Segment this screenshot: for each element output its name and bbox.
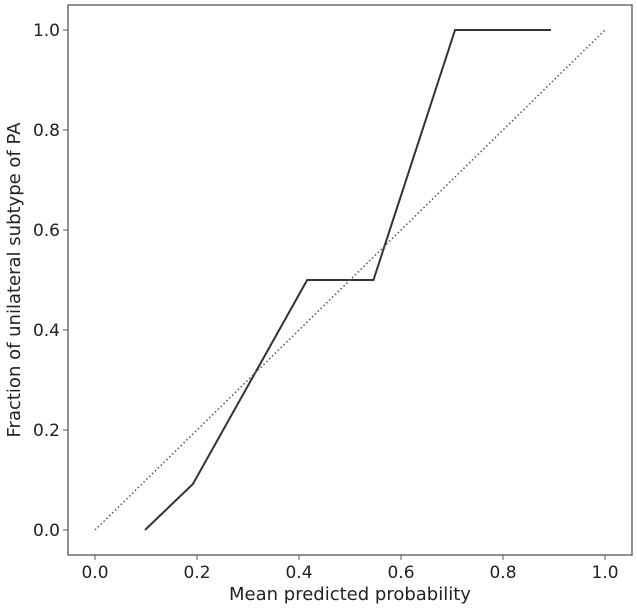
plot-frame (67, 4, 633, 556)
x-tick-label: 0.6 (387, 563, 414, 583)
y-tick-label: 0.0 (33, 521, 60, 541)
x-axis-label: Mean predicted probability (229, 584, 471, 605)
x-tick-label: 0.8 (489, 563, 516, 583)
calibration-curve (144, 29, 551, 531)
x-tick-label: 1.0 (591, 563, 618, 583)
y-tick-label: 1.0 (33, 21, 60, 41)
y-tick-label: 0.4 (33, 321, 60, 341)
y-tick-label: 0.8 (33, 121, 60, 141)
y-axis-label: Fraction of unilateral subtype of PA (4, 122, 25, 438)
y-tick-label: 0.6 (33, 221, 60, 241)
x-tick-label: 0.0 (81, 563, 108, 583)
x-tick-label: 0.4 (285, 563, 312, 583)
y-tick-label: 0.2 (33, 421, 60, 441)
x-tick-label: 0.2 (183, 563, 210, 583)
perfect-calibration-line (94, 29, 606, 531)
